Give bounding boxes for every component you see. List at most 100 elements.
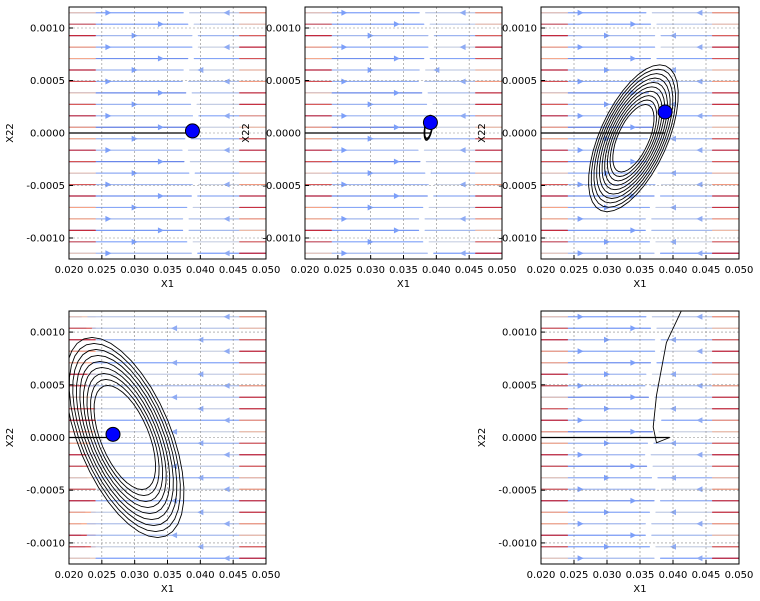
y-tick-label: -0.0005	[26, 181, 65, 192]
stream-arrow	[223, 112, 230, 119]
x-tick-label: 0.025	[88, 570, 117, 581]
stream-arrow	[459, 44, 466, 51]
stream-arrow	[223, 78, 230, 85]
stream-arrow	[604, 474, 610, 481]
stream-arrow	[197, 543, 204, 550]
stream-arrow	[670, 371, 676, 378]
plot-area	[541, 7, 739, 259]
stream-arrow	[393, 21, 400, 28]
stream-arrow	[367, 170, 374, 177]
stream-arrow	[459, 181, 466, 188]
stream-arrow	[223, 215, 230, 222]
chart-panel-top-middle: 0.020 0.025 0.030 0.035 0.040 0.045 0.050 -0.00…	[241, 6, 517, 290]
x-tick-label: 0.020	[291, 265, 320, 276]
trajectory-loop	[79, 360, 171, 515]
stream-arrow	[157, 158, 164, 165]
stream-arrow	[577, 44, 584, 51]
x-tick-label: 0.035	[153, 570, 182, 581]
y-tick-label: -0.0010	[26, 538, 65, 549]
trajectory-loop	[588, 64, 679, 213]
trajectory-loop	[596, 77, 671, 199]
stream-arrow	[131, 135, 138, 142]
stream-arrow	[223, 451, 230, 458]
stream-arrow	[630, 158, 637, 165]
stream-arrow	[223, 348, 230, 355]
plot-area	[305, 7, 502, 259]
state-point	[105, 426, 121, 442]
stream-arrow	[670, 67, 676, 73]
trajectory-loop	[609, 99, 658, 177]
stream-arrow	[696, 313, 703, 320]
stream-arrow	[459, 215, 466, 222]
stream-arrow	[696, 112, 703, 119]
stream-arrow	[670, 543, 676, 550]
x-tick-label: 0.040	[186, 265, 215, 276]
stream-arrow	[393, 158, 400, 165]
trajectory-loop	[69, 342, 181, 533]
x-tick-label: 0.030	[356, 265, 385, 276]
trajectory-loop	[86, 372, 164, 503]
x-tick-label: 0.035	[626, 570, 655, 581]
stream-arrow	[696, 451, 703, 458]
y-tick-label: -0.0005	[498, 486, 537, 497]
stream-arrow	[577, 520, 584, 527]
stream-arrow	[197, 474, 204, 481]
y-tick-label: -0.0010	[26, 234, 65, 245]
stream-arrow	[459, 9, 466, 16]
stream-arrow	[630, 463, 637, 470]
stream-arrow	[696, 555, 703, 562]
stream-arrow	[670, 474, 676, 481]
x-tick-label: 0.025	[560, 265, 589, 276]
stream-arrow	[577, 112, 584, 119]
chart-panel-top-left: 0.020 0.025 0.030 0.035 0.040 0.045 0.050 -0.00…	[5, 6, 280, 290]
x-tick-label: 0.020	[527, 570, 556, 581]
y-tick-label: -0.0005	[262, 181, 301, 192]
stream-arrow	[696, 520, 703, 527]
stream-arrow	[341, 147, 348, 154]
y-tick-label: 0.0010	[30, 24, 65, 35]
x-tick-label: 0.035	[153, 265, 182, 276]
stream-arrow	[341, 112, 348, 119]
stream-arrow	[223, 520, 230, 527]
y-tick-label: 0.0005	[266, 76, 301, 87]
stream-arrow	[604, 543, 610, 550]
stream-arrow	[367, 135, 374, 142]
stream-arrow	[577, 348, 584, 355]
y-tick-label: 0.0000	[30, 129, 65, 140]
stream-arrow	[604, 67, 610, 73]
stream-arrow	[459, 250, 466, 257]
stream-arrow	[341, 215, 348, 222]
stream-arrow	[171, 394, 178, 401]
stream-arrow	[696, 486, 703, 493]
stream-arrow	[223, 382, 230, 389]
stream-arrow	[171, 532, 178, 539]
x-tick-label: 0.050	[725, 570, 754, 581]
state-point	[422, 115, 438, 130]
x-tick-label: 0.025	[560, 570, 589, 581]
stream-arrow	[341, 9, 348, 16]
y-axis-label: X22	[477, 123, 488, 143]
stream-arrow	[341, 44, 348, 51]
stream-arrow	[670, 238, 676, 245]
stream-arrow	[630, 428, 637, 435]
stream-arrow	[157, 124, 164, 131]
stream-arrow	[105, 78, 112, 85]
stream-arrow	[223, 313, 230, 320]
stream-arrow	[197, 67, 204, 73]
stream-arrow	[157, 89, 164, 96]
y-tick-label: 0.0000	[266, 129, 301, 140]
trajectory-loop	[72, 348, 178, 527]
stream-arrow	[696, 250, 703, 257]
stream-arrow	[630, 359, 637, 366]
stream-arrow	[433, 67, 440, 73]
x-tick-label: 0.035	[389, 265, 418, 276]
stream-arrow	[105, 9, 112, 16]
x-axis-label: X1	[633, 584, 646, 595]
x-tick-label: 0.050	[488, 265, 517, 276]
x-axis-label: X1	[161, 279, 174, 290]
x-tick-label: 0.045	[219, 570, 248, 581]
trajectory	[541, 311, 682, 444]
stream-arrow	[696, 9, 703, 16]
stream-arrow	[223, 250, 230, 257]
